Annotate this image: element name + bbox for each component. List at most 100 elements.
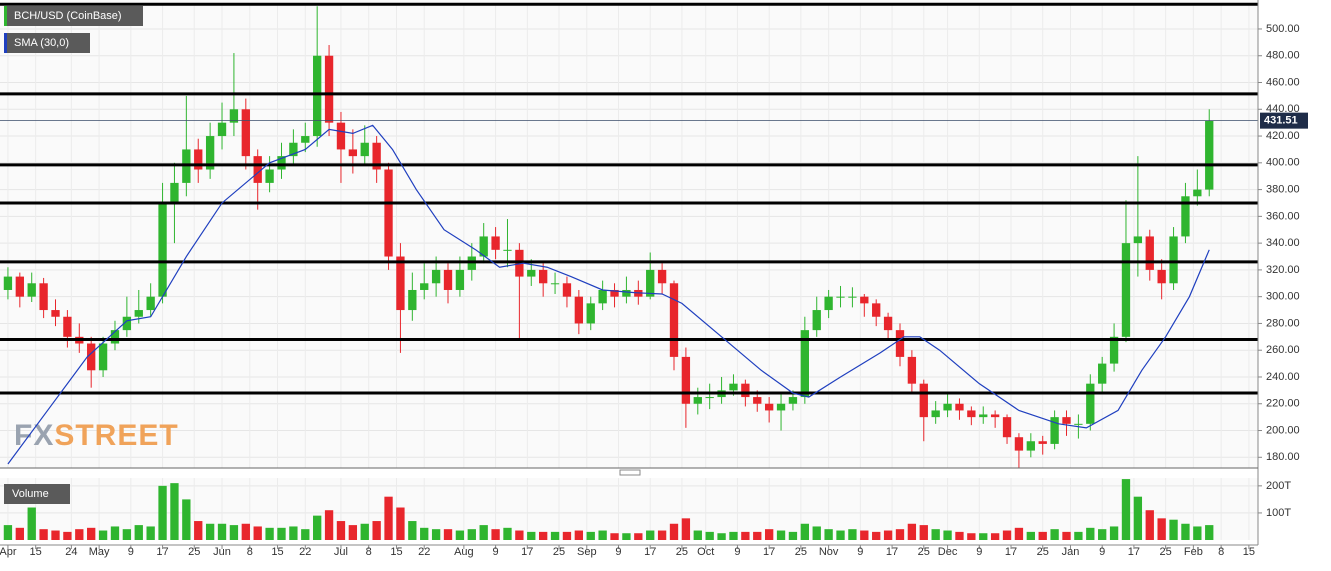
volume-bar	[955, 531, 964, 540]
x-tick-label: 9	[1099, 546, 1105, 558]
candle-body	[812, 310, 821, 331]
y-tick-label: 180.00	[1266, 451, 1300, 463]
last-price-label: 431.51	[1264, 115, 1298, 127]
x-tick-label: 8	[1218, 546, 1224, 558]
volume-bar	[574, 530, 584, 540]
volume-bar	[87, 527, 96, 540]
candle-body	[1121, 243, 1131, 337]
candle-body	[562, 283, 572, 297]
y-tick-label: 280.00	[1266, 317, 1300, 329]
candle-body	[1205, 120, 1214, 190]
volume-bar	[277, 527, 286, 540]
volume-bar	[598, 530, 607, 540]
x-tick-label: 17	[1128, 546, 1140, 558]
volume-bar	[1205, 525, 1214, 540]
volume-bar	[1074, 531, 1083, 540]
candle-body	[1050, 417, 1059, 444]
candle-body	[313, 55, 322, 137]
volume-bar	[348, 525, 358, 540]
candle-body	[396, 256, 405, 311]
watermark: FXSTREET	[14, 419, 179, 452]
volume-bar	[51, 530, 60, 540]
y-tick-label: 300.00	[1266, 291, 1300, 303]
candle-body	[205, 136, 215, 170]
y-tick-label: 460.00	[1266, 76, 1300, 88]
candle-body	[1133, 236, 1143, 244]
volume-bar	[729, 531, 738, 540]
x-tick-label: 17	[886, 546, 898, 558]
pane-handle[interactable]	[619, 469, 641, 476]
x-tick-label: Apr	[0, 546, 17, 558]
volume-bar	[705, 531, 714, 540]
candle-body	[122, 316, 132, 331]
candle-body	[527, 269, 536, 277]
candle-body	[1002, 417, 1012, 438]
candle-body	[764, 403, 774, 411]
volume-bar	[812, 526, 821, 540]
volume-bar	[503, 527, 512, 540]
x-tick-label: 25	[918, 546, 930, 558]
volume-bar	[1062, 531, 1071, 540]
candle-body	[967, 410, 976, 418]
volume-bar	[872, 531, 881, 540]
candle-body	[693, 397, 702, 404]
candle-body	[1098, 363, 1107, 384]
volume-bar	[943, 530, 952, 540]
volume-bar	[848, 529, 857, 540]
candle-body	[1074, 423, 1083, 425]
legend-box	[4, 6, 143, 26]
candle-body	[158, 202, 167, 297]
volume-bar	[491, 529, 500, 540]
volume-bar	[1157, 518, 1166, 540]
volume-bar	[979, 533, 988, 540]
candle-body	[848, 296, 857, 298]
legend-swatch	[4, 6, 7, 26]
x-tick-label: 17	[644, 546, 656, 558]
volume-bar	[883, 530, 893, 540]
volume-bar	[860, 530, 869, 540]
volume-bar	[313, 515, 322, 540]
candle-body	[3, 276, 13, 290]
volume-bar	[241, 523, 250, 540]
candle-body	[860, 296, 869, 304]
x-tick-label: 25	[795, 546, 807, 558]
candle-body	[63, 316, 72, 337]
volume-bar	[1181, 523, 1190, 540]
x-tick-label: 9	[976, 546, 982, 558]
legend-box	[4, 484, 70, 504]
candle-body	[479, 236, 488, 257]
candle-body	[229, 109, 239, 123]
volume-bar	[1038, 531, 1047, 540]
y-tick-label: 200.00	[1266, 424, 1300, 436]
y-tick-label: 440.00	[1266, 103, 1300, 115]
x-tick-label: Jul	[334, 546, 348, 558]
x-tick-label: 17	[1005, 546, 1017, 558]
x-tick-label: Oct	[697, 546, 714, 558]
volume-bar	[39, 529, 48, 540]
candle-body	[217, 122, 227, 137]
volume-bar	[550, 531, 560, 540]
volume-bar	[336, 521, 346, 540]
candle-body	[194, 149, 203, 170]
volume-bar	[741, 531, 750, 540]
x-tick-label: 17	[156, 546, 168, 558]
y-tick-label: 100T	[1266, 507, 1291, 519]
candle-body	[372, 142, 381, 170]
candle-body	[1109, 336, 1119, 364]
x-tick-label: 17	[521, 546, 533, 558]
volume-bar	[146, 526, 155, 540]
candle-body	[324, 55, 334, 123]
volume-bar	[1133, 496, 1143, 540]
x-tick-label: 25	[676, 546, 688, 558]
candle-body	[1169, 236, 1178, 284]
candle-body	[420, 283, 429, 290]
candle-body	[1038, 441, 1047, 444]
volume-bar	[717, 533, 726, 540]
volume-bar	[657, 530, 667, 540]
candle-body	[241, 109, 250, 157]
candle-body	[443, 269, 453, 290]
candle-body	[1062, 417, 1071, 424]
candle-body	[277, 156, 286, 170]
candle-body	[669, 283, 679, 357]
candle-body	[836, 296, 845, 298]
